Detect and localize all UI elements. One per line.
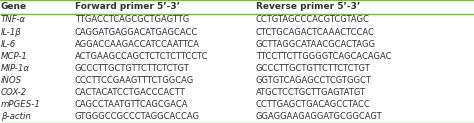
Text: Forward primer 5’-3’: Forward primer 5’-3’ — [75, 2, 180, 11]
Text: TTGACCTCAGCGCTGAGTTG: TTGACCTCAGCGCTGAGTTG — [75, 15, 189, 24]
Text: GCCCTTGCTGTTCTTCTCTGT: GCCCTTGCTGTTCTTCTCTGT — [75, 64, 190, 73]
Text: GTGGGCCGCCCTAGGCACCAG: GTGGGCCGCCCTAGGCACCAG — [75, 112, 200, 121]
Text: GCTTAGGCATAACGCACTAGG: GCTTAGGCATAACGCACTAGG — [256, 40, 376, 49]
Text: IL-1β: IL-1β — [1, 28, 22, 37]
Text: MCP-1: MCP-1 — [1, 52, 28, 61]
Text: IL-6: IL-6 — [1, 40, 16, 49]
Text: GGAGGAAGAGGATGCGGCAGT: GGAGGAAGAGGATGCGGCAGT — [256, 112, 383, 121]
Text: β-actin: β-actin — [1, 112, 31, 121]
Text: iNOS: iNOS — [1, 76, 22, 85]
Text: CCCTTCCGAAGTTTCTGGCAG: CCCTTCCGAAGTTTCTGGCAG — [75, 76, 194, 85]
Text: CTCTGCAGACTCAAACTCCAC: CTCTGCAGACTCAAACTCCAC — [256, 28, 375, 37]
Text: TNF-α: TNF-α — [1, 15, 26, 24]
Text: mPGES-1: mPGES-1 — [1, 100, 41, 109]
Text: AGGACCAAGACCATCCAATTCA: AGGACCAAGACCATCCAATTCA — [75, 40, 200, 49]
Text: CCTTGAGCTGACAGCCTACC: CCTTGAGCTGACAGCCTACC — [256, 100, 371, 109]
Text: CAGCCTAATGTTCAGCGACA: CAGCCTAATGTTCAGCGACA — [75, 100, 188, 109]
Text: COX-2: COX-2 — [1, 88, 27, 97]
Text: MIP-1α: MIP-1α — [1, 64, 30, 73]
Text: CCTGTAGCCCACGTCGTAGC: CCTGTAGCCCACGTCGTAGC — [256, 15, 370, 24]
Text: ATGCTCCTGCTTGAGTATGT: ATGCTCCTGCTTGAGTATGT — [256, 88, 366, 97]
Text: CACTACATCCTGACCCACTT: CACTACATCCTGACCCACTT — [75, 88, 186, 97]
Text: Reverse primer 5’-3’: Reverse primer 5’-3’ — [256, 2, 360, 11]
Text: TTCCTTCTTGGGGTCAGCACAGAC: TTCCTTCTTGGGGTCAGCACAGAC — [256, 52, 392, 61]
Text: ACTGAAGCCAGCTCTCTCTTCCTC: ACTGAAGCCAGCTCTCTCTTCCTC — [75, 52, 209, 61]
Text: CAGGATGAGGACATGAGCACC: CAGGATGAGGACATGAGCACC — [75, 28, 198, 37]
Text: Gene: Gene — [1, 2, 27, 11]
Text: GGTGTCAGAGCCTCGTGGCT: GGTGTCAGAGCCTCGTGGCT — [256, 76, 372, 85]
Text: GCCCTTGCTGTTCTTCTCTGT: GCCCTTGCTGTTCTTCTCTGT — [256, 64, 371, 73]
